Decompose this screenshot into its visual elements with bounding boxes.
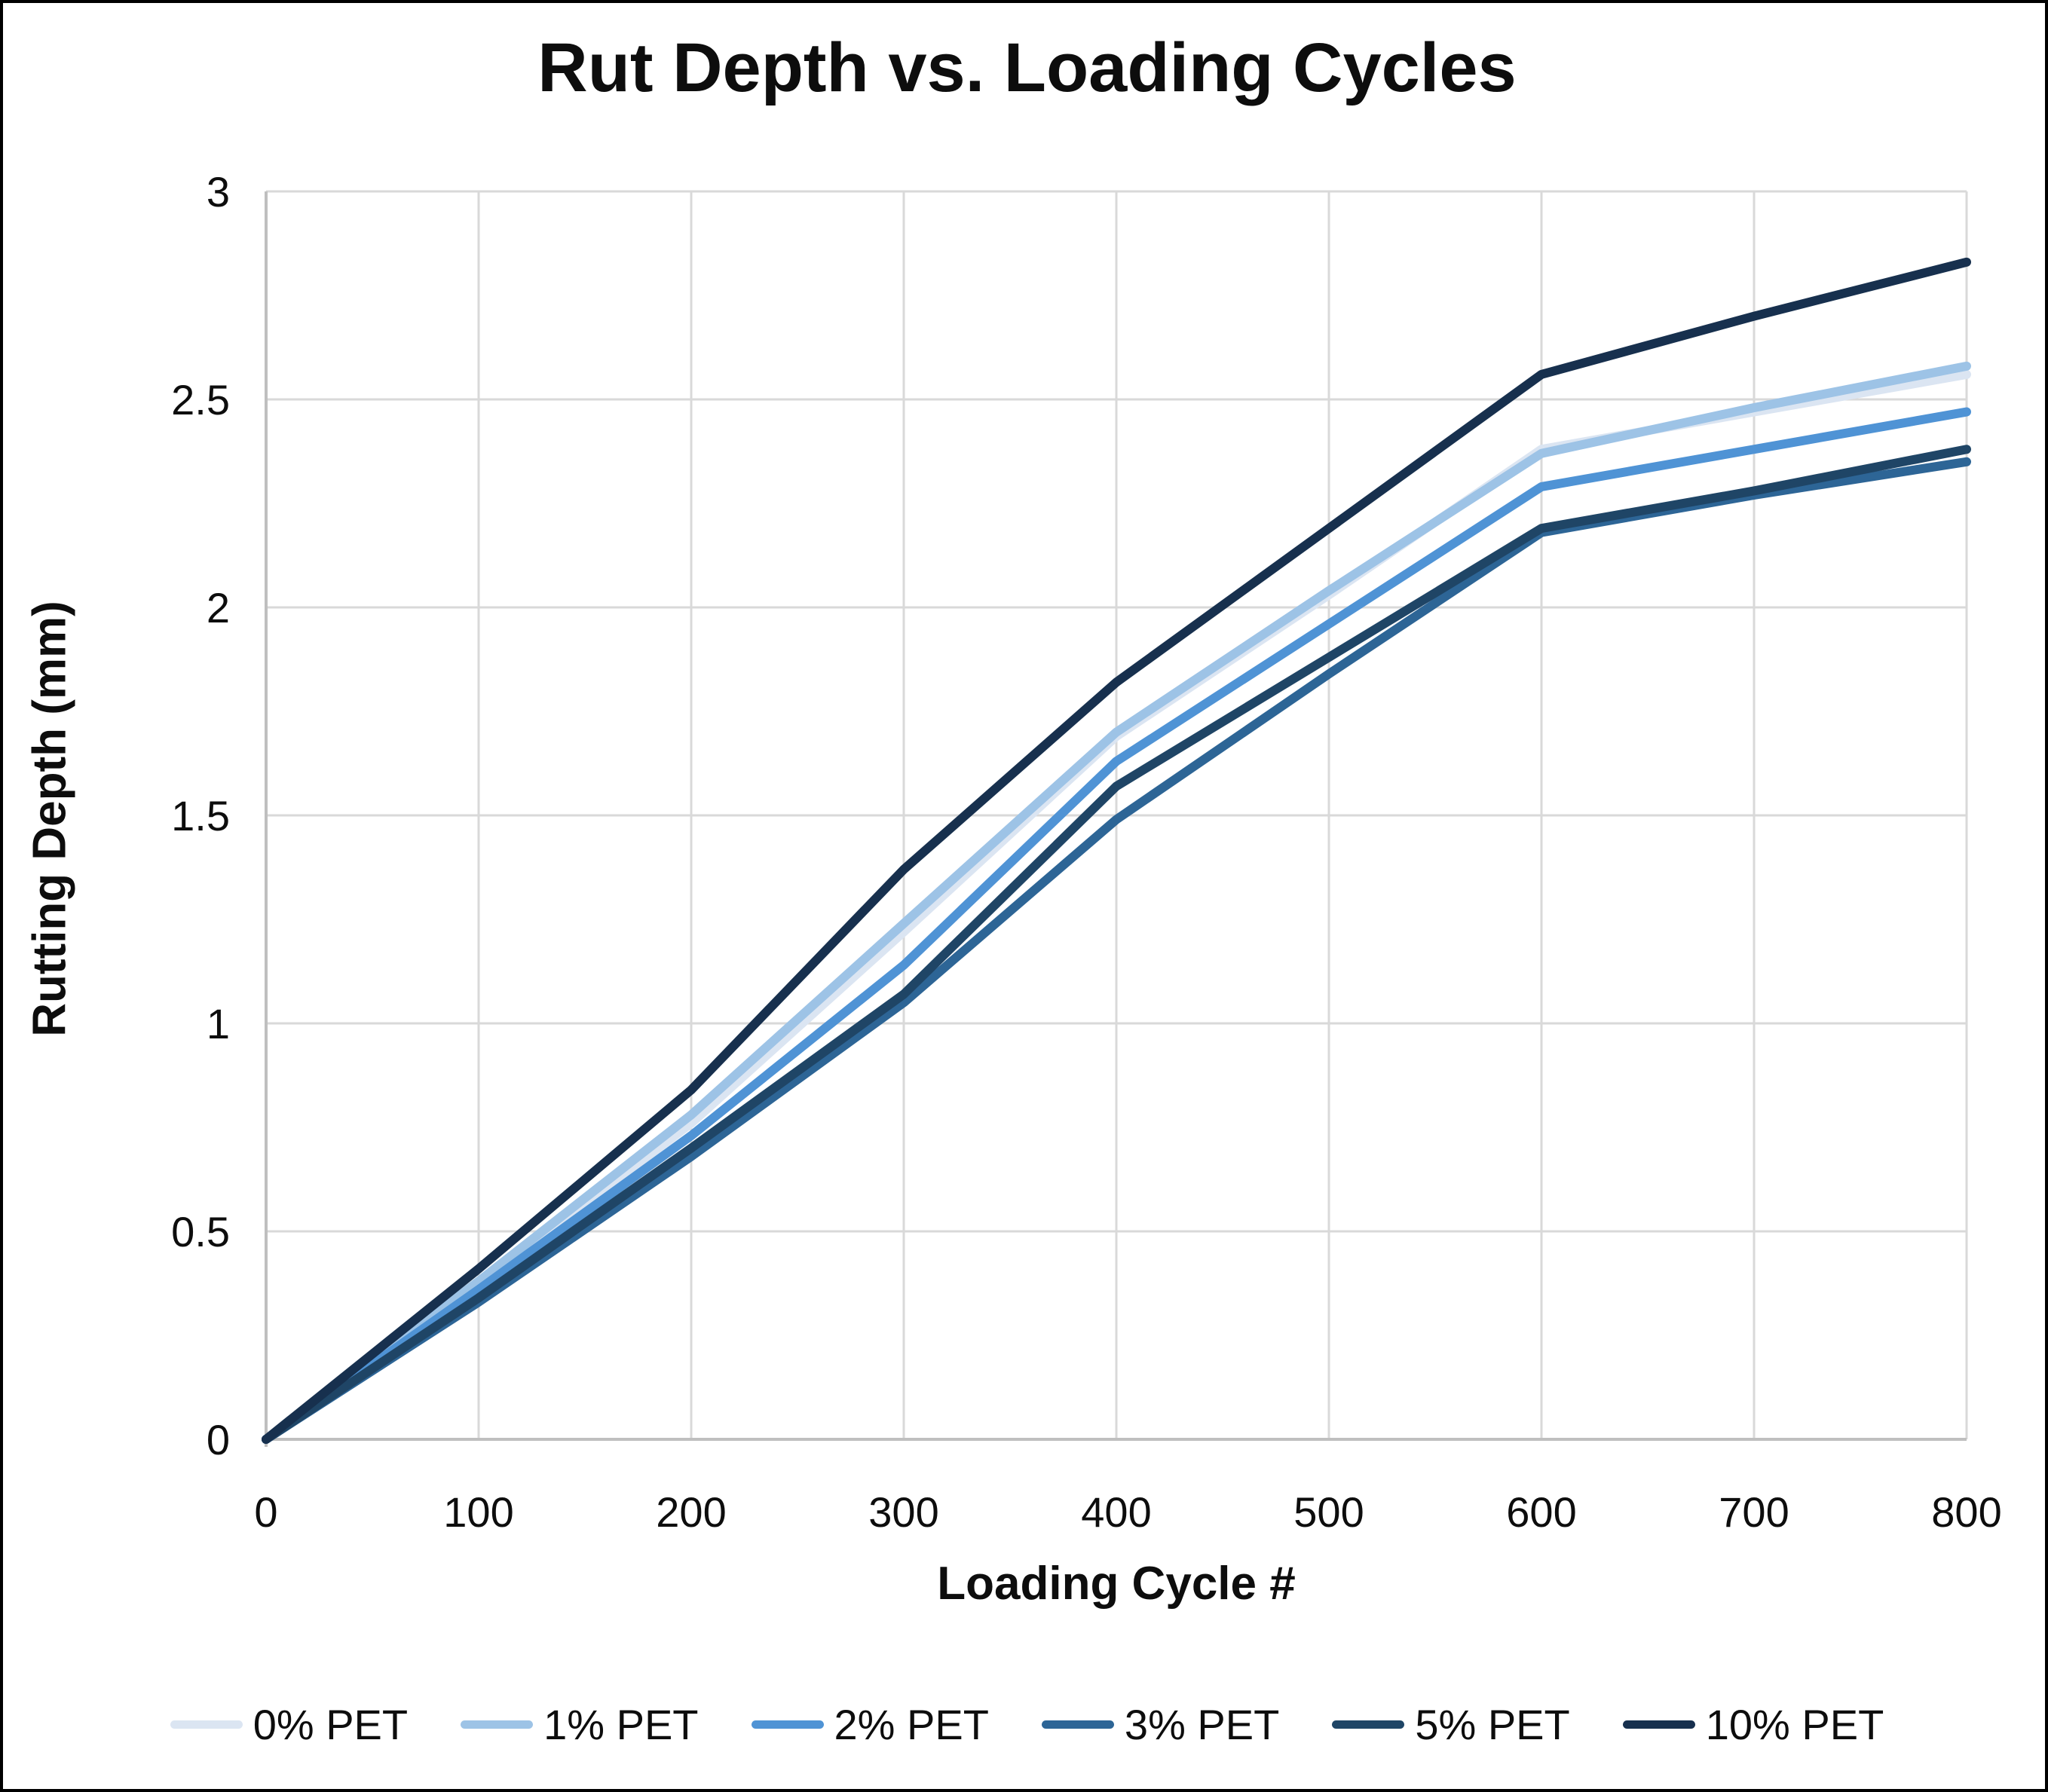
legend-label: 10% PET — [1705, 1701, 1884, 1748]
y-tick-label: 1.5 — [171, 792, 230, 839]
legend-item-2-pet: 2% PET — [751, 1700, 989, 1749]
legend-label: 5% PET — [1415, 1701, 1570, 1748]
legend-item-1-pet: 1% PET — [461, 1700, 699, 1749]
legend-item-5-pet: 5% PET — [1332, 1700, 1570, 1749]
series-line-1-pet — [262, 361, 1971, 1444]
x-tick-label: 100 — [443, 1488, 513, 1536]
y-axis-title: Rutting Depth (mm) — [23, 601, 76, 1037]
legend-swatch-icon — [461, 1720, 534, 1729]
x-tick-label: 600 — [1506, 1488, 1576, 1536]
legend-swatch-icon — [1041, 1720, 1114, 1729]
legend-swatch-icon — [1622, 1720, 1695, 1729]
x-tick-label: 300 — [868, 1488, 938, 1536]
x-tick-label: 200 — [656, 1488, 726, 1536]
x-tick-label: 0 — [254, 1488, 277, 1536]
legend-item-0-pet: 0% PET — [170, 1700, 408, 1749]
legend-swatch-icon — [1332, 1720, 1405, 1729]
legend-swatch-icon — [170, 1720, 243, 1729]
y-tick-label: 2.5 — [171, 376, 230, 424]
legend-item-10-pet: 10% PET — [1622, 1700, 1884, 1749]
plot-area: 0 0.5 1 1.5 2 2.5 3 0 100 200 300 400 500 600 700 800 — [171, 168, 2002, 1536]
y-tick-label: 3 — [207, 168, 230, 216]
series-line-10-pet — [262, 257, 1971, 1444]
legend-swatch-icon — [751, 1720, 824, 1729]
legend-label: 2% PET — [834, 1701, 989, 1748]
y-tick-label: 1 — [207, 1000, 230, 1047]
legend-label: 0% PET — [253, 1701, 409, 1748]
y-tick-label: 0.5 — [171, 1208, 230, 1255]
legend: 0% PET 1% PET 2% PET 3% PET 5% PET 10% PET — [3, 1700, 2045, 1749]
chart-title: Rut Depth vs. Loading Cycles — [537, 29, 1517, 106]
series-line-5-pet — [262, 445, 1971, 1444]
legend-label: 1% PET — [543, 1701, 699, 1748]
x-tick-label: 500 — [1293, 1488, 1364, 1536]
legend-item-3-pet: 3% PET — [1041, 1700, 1280, 1749]
x-axis-title: Loading Cycle # — [937, 1558, 1296, 1610]
x-tick-label: 800 — [1931, 1488, 2001, 1536]
x-tick-label: 400 — [1081, 1488, 1151, 1536]
legend-label: 3% PET — [1124, 1701, 1280, 1748]
y-tick-label: 2 — [207, 584, 230, 631]
x-tick-label: 700 — [1719, 1488, 1789, 1536]
y-tick-label: 0 — [207, 1416, 230, 1463]
series-line-2-pet — [262, 407, 1971, 1444]
